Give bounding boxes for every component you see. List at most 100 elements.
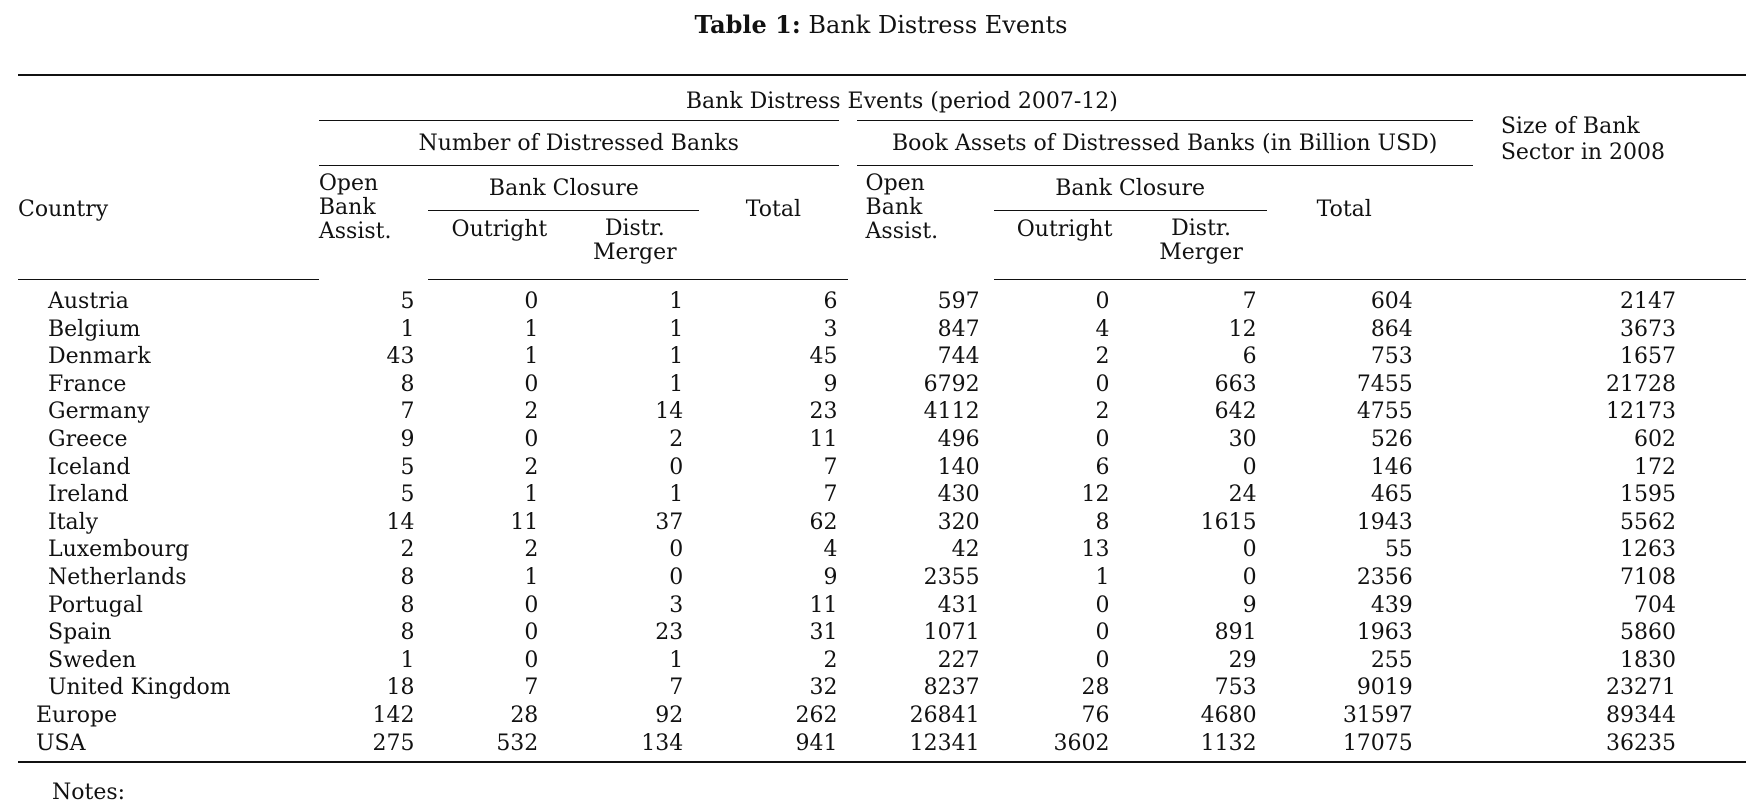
n-distr-cell: 1 (669, 289, 684, 314)
a-out-cell: 0 (1095, 647, 1110, 673)
a-total-cell: 753 (1370, 344, 1413, 370)
n-distr-cell: 1 (669, 647, 684, 673)
n-open-cell: 9 (400, 426, 415, 452)
n-open-cell: 1 (400, 316, 415, 342)
a-out-cell: 0 (1095, 620, 1110, 646)
table-row: Portugal 8 0 3 11 431 0 9 439 704 (18, 592, 1746, 620)
a-open-cell: 6792 (923, 371, 980, 397)
a-out-cell: 1 (1095, 564, 1110, 590)
n-out-cell: 0 (524, 592, 539, 618)
n-distr-cell: 37 (655, 509, 684, 535)
n-total-cell: 9 (823, 371, 838, 397)
country-cell: Germany (48, 399, 150, 425)
n-total-cell: 6 (823, 289, 838, 314)
a-open-header-line2: Bank (865, 195, 923, 220)
n-distr-cell: 1 (669, 316, 684, 342)
a-distr-cell: 0 (1242, 454, 1257, 480)
a-out-cell: 13 (1081, 537, 1110, 563)
size-column-header-line2: Sector in 2008 (1500, 139, 1666, 165)
a-out-cell: 0 (1095, 592, 1110, 618)
n-distr-cell: 0 (669, 564, 684, 590)
a-out-cell: 0 (1095, 289, 1110, 314)
size-cell: 172 (1634, 454, 1676, 480)
a-open-cell: 431 (937, 592, 980, 618)
n-total-cell: 11 (809, 592, 838, 618)
n-open-cell: 5 (400, 454, 415, 480)
size-cell: 1263 (1620, 537, 1676, 563)
n-open-cell: 8 (400, 620, 415, 646)
a-open-cell: 744 (937, 344, 980, 370)
size-cell: 7108 (1620, 564, 1676, 590)
n-total-cell: 62 (809, 509, 838, 535)
n-total-cell: 3 (823, 316, 838, 342)
country-cell: Portugal (48, 592, 143, 618)
n-out-cell: 2 (524, 537, 539, 563)
a-out-cell: 76 (1081, 702, 1110, 728)
n-open-header-line3: Assist. (318, 219, 392, 244)
a-open-cell: 140 (937, 454, 980, 480)
a-distr-cell: 24 (1228, 482, 1257, 508)
a-distr-header-line1: Distr. (1171, 216, 1232, 241)
a-distr-cell: 891 (1214, 620, 1257, 646)
a-outright-header: Outright (1016, 217, 1113, 242)
aggregate-row: USA 275 532 134 941 12341 3602 1132 17075 36235 (18, 729, 1746, 764)
n-distr-cell: 23 (655, 620, 684, 646)
a-total-cell: 2356 (1356, 564, 1413, 590)
caption-label: Table 1: (694, 10, 801, 39)
size-cell: 5562 (1620, 509, 1676, 535)
a-open-cell: 12341 (847, 729, 994, 764)
n-out-cell: 2 (524, 399, 539, 425)
a-distr-cell: 12 (1228, 316, 1257, 342)
n-out-cell: 2 (524, 454, 539, 480)
a-out-cell: 6 (1095, 454, 1110, 480)
size-cell: 1595 (1620, 482, 1676, 508)
a-out-cell: 2 (1095, 344, 1110, 370)
n-out-cell: 0 (524, 620, 539, 646)
size-cell: 36235 (1484, 729, 1746, 764)
a-open-cell: 8237 (923, 675, 980, 701)
a-out-cell: 4 (1095, 316, 1110, 342)
size-cell: 704 (1634, 592, 1676, 618)
country-cell: Italy (48, 509, 99, 535)
table-row: Ireland 5 1 1 7 430 12 24 465 1595 (18, 481, 1746, 509)
a-out-cell: 8 (1095, 509, 1110, 535)
a-open-cell: 26841 (909, 702, 980, 728)
n-distr-cell: 1 (669, 344, 684, 370)
a-distr-cell: 4680 (1200, 702, 1257, 728)
a-open-header-line3: Assist. (865, 219, 939, 244)
n-total-cell: 31 (809, 620, 838, 646)
a-open-cell: 496 (937, 426, 980, 452)
size-cell: 89344 (1606, 702, 1676, 728)
n-out-cell: 1 (524, 482, 539, 508)
n-out-cell: 1 (524, 316, 539, 342)
a-distr-header-line2: Merger (1159, 240, 1243, 265)
table-note: Notes: (52, 780, 126, 805)
a-distr-cell: 0 (1242, 564, 1257, 590)
country-cell: Netherlands (48, 564, 187, 590)
a-total-cell: 1963 (1356, 620, 1413, 646)
n-total-cell: 7 (823, 482, 838, 508)
a-distr-cell: 30 (1228, 426, 1257, 452)
n-out-cell: 0 (524, 371, 539, 397)
n-out-cell: 1 (524, 564, 539, 590)
a-distr-cell: 7 (1242, 289, 1257, 314)
n-out-cell: 11 (510, 509, 539, 535)
n-out-cell: 0 (524, 426, 539, 452)
n-distr-cell: 92 (655, 702, 684, 728)
n-open-cell: 2 (400, 537, 415, 563)
country-cell: Austria (48, 289, 129, 314)
a-distr-cell: 29 (1228, 647, 1257, 673)
size-cell: 3673 (1620, 316, 1676, 342)
a-total-cell: 146 (1370, 454, 1413, 480)
n-open-cell: 275 (318, 729, 429, 764)
a-total-cell: 17075 (1266, 729, 1485, 764)
size-cell: 1830 (1620, 647, 1676, 673)
n-total-cell: 2 (823, 647, 838, 673)
n-total-cell: 7 (823, 454, 838, 480)
a-out-cell: 28 (1081, 675, 1110, 701)
a-out-cell: 0 (1095, 426, 1110, 452)
country-cell: Iceland (48, 454, 131, 480)
assets-group-header: Book Assets of Distressed Banks (in Bill… (891, 130, 1438, 156)
n-total-cell: 9 (823, 564, 838, 590)
n-total-cell: 4 (823, 537, 838, 563)
